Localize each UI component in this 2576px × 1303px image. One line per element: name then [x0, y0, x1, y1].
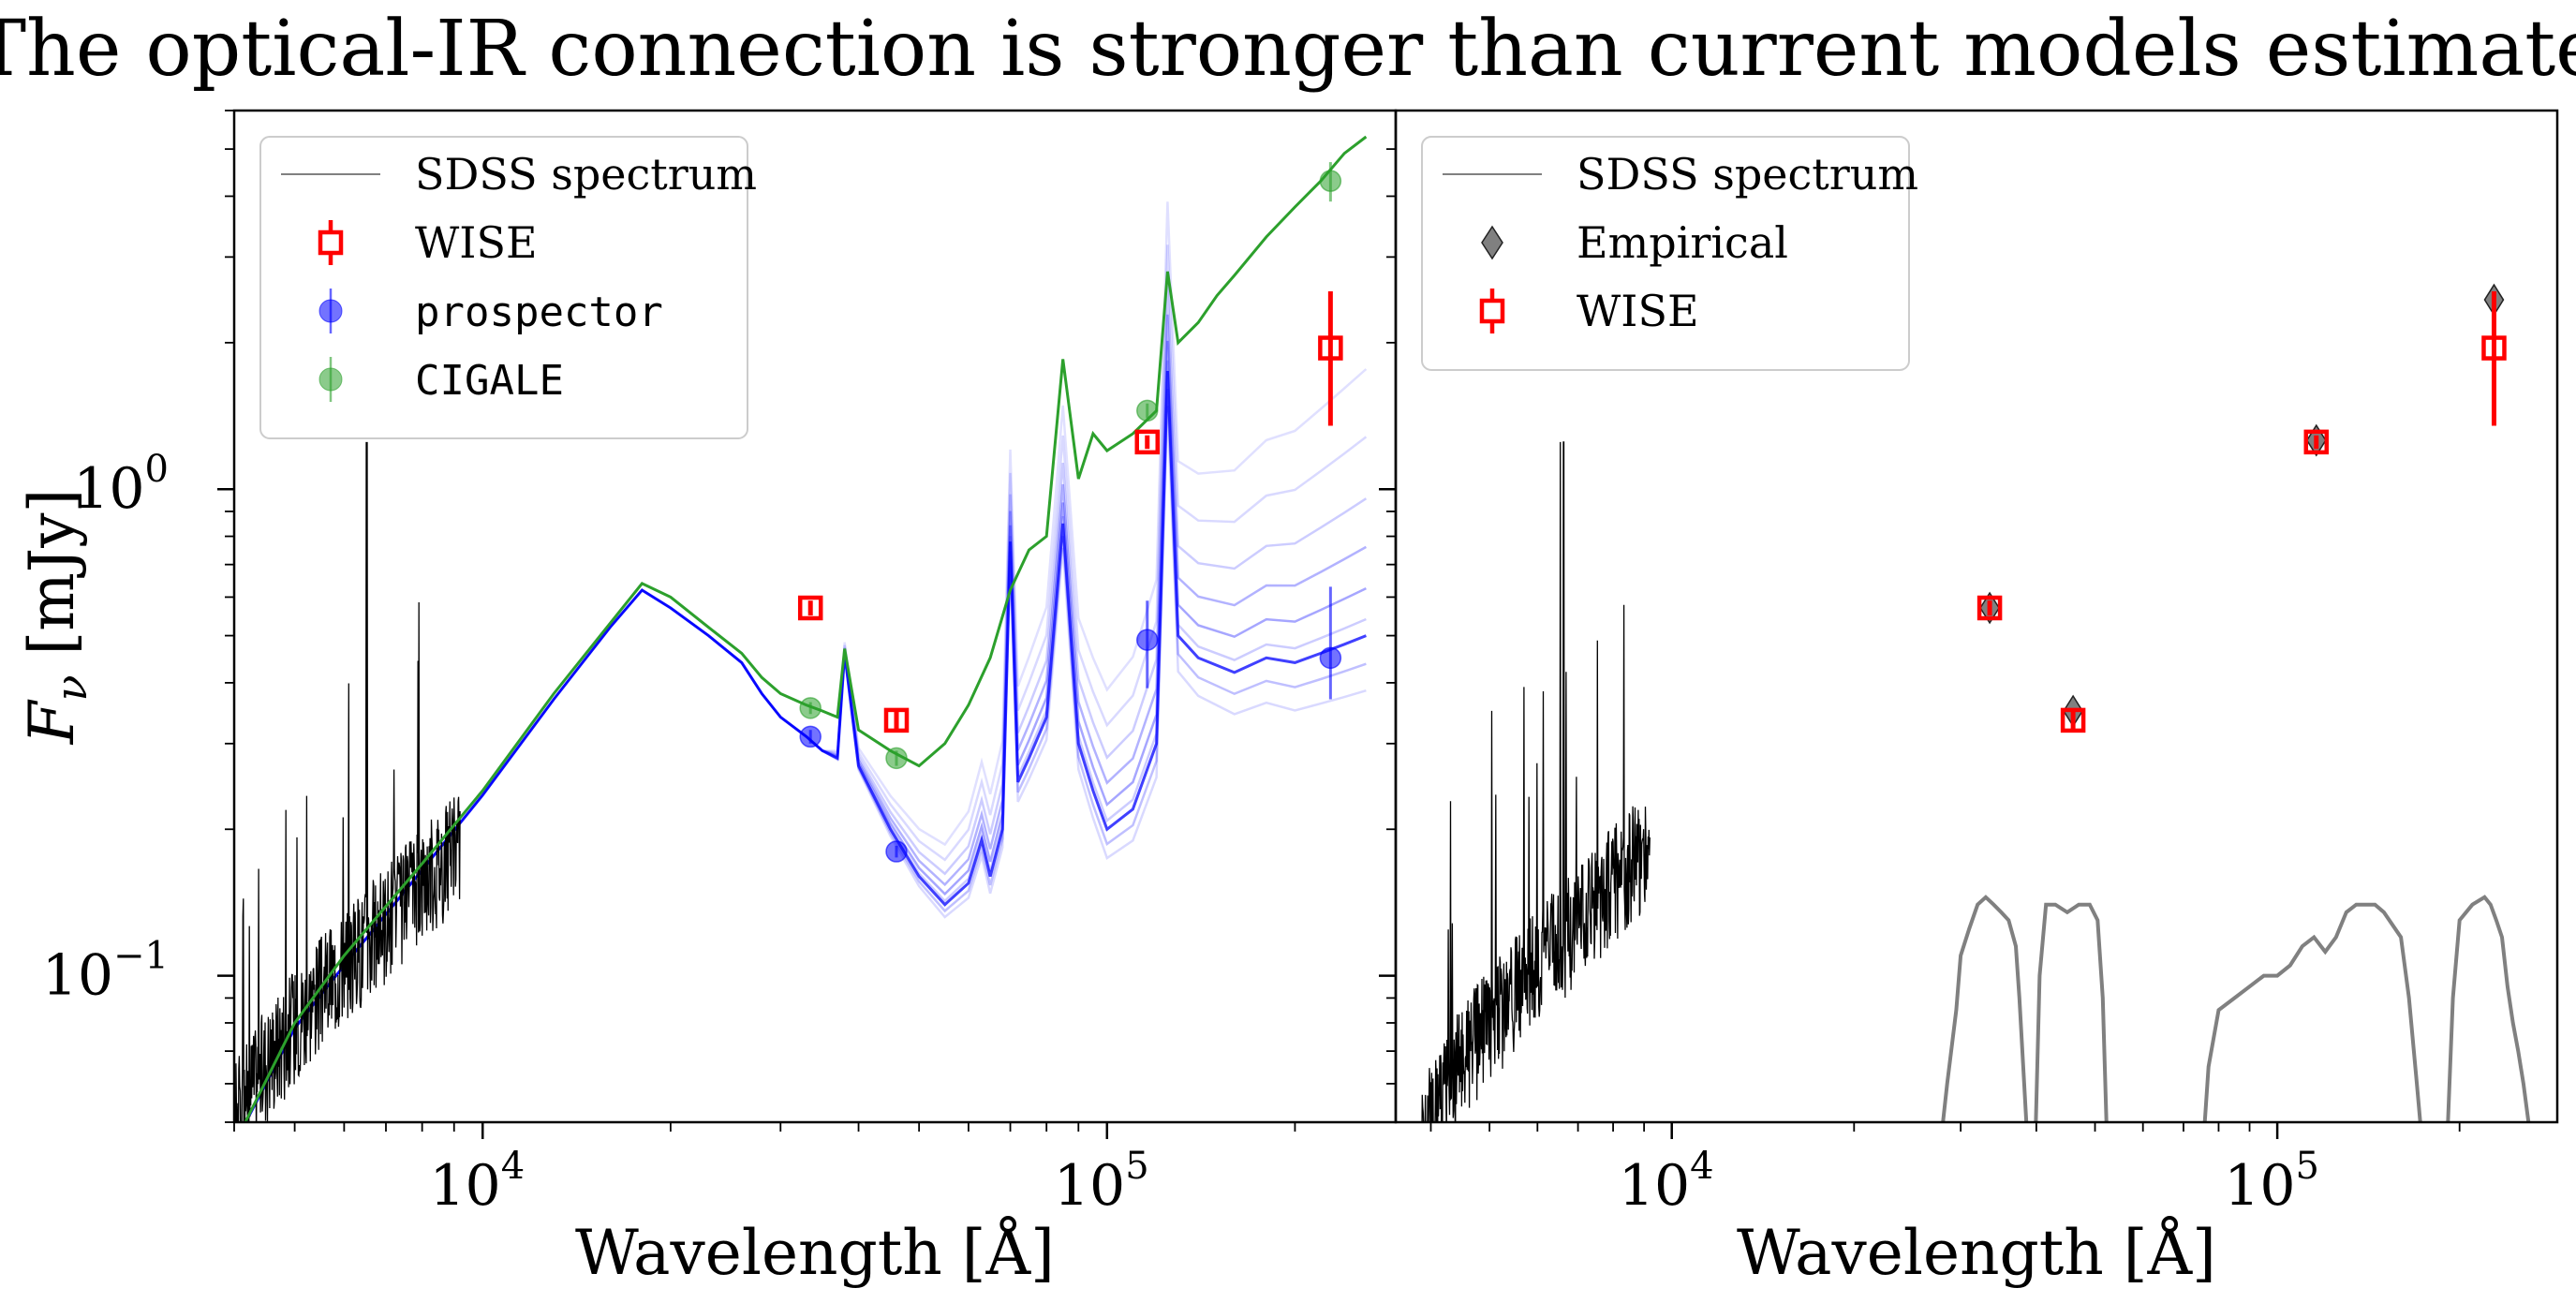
- sdss-spectrum-line: [234, 441, 461, 1122]
- w1-filter-line: [1941, 895, 2029, 1122]
- wise-point: [883, 707, 910, 733]
- prospector-model-line-1: [244, 340, 1367, 1122]
- plot-area: [234, 135, 1368, 1122]
- legend-label-sdss-spectrum: SDSS spectrum: [1577, 149, 1918, 200]
- prospector-model-line-5: [244, 244, 1368, 1122]
- legend-box: [1421, 136, 1910, 371]
- axes-frame: [1394, 109, 2559, 1124]
- legend-swatch-empirical: [1481, 225, 1503, 260]
- w2-filter-line: [2034, 902, 2109, 1122]
- x-tick-label: 104: [1619, 1145, 1714, 1219]
- wise-point: [1318, 335, 1343, 361]
- figure-title: The optical-IR connection is stronger th…: [0, 5, 2576, 94]
- legend: SDSS spectrum Empirical WISE: [1421, 136, 1918, 371]
- x-tick-label: 105: [2224, 1145, 2319, 1219]
- x-tick-label: 104: [429, 1145, 525, 1219]
- y-tick-label: 100: [73, 448, 169, 522]
- cigale-point: [885, 747, 908, 770]
- sdss-spectrum-line: [1421, 441, 1651, 1122]
- wise-point: [2481, 335, 2507, 361]
- prospector-model-line-7: [244, 406, 1367, 1122]
- wise-point: [1134, 429, 1161, 455]
- wise-point: [1976, 595, 2003, 621]
- cigale-point: [1136, 399, 1159, 422]
- legend-swatch-cigale: [318, 367, 343, 392]
- legend-swatch-prospector: [318, 299, 343, 323]
- cigale-point: [1319, 170, 1342, 192]
- prospector-point: [1136, 629, 1159, 651]
- prospector-point: [885, 840, 908, 863]
- w3-filter-line: [2202, 902, 2422, 1122]
- wise-point: [2303, 429, 2330, 455]
- legend: SDSS spectrum WISE prospector CIGALE: [259, 136, 757, 439]
- y-tick-label: 10−1: [42, 935, 169, 1009]
- w4-filter-line: [2446, 895, 2531, 1122]
- wise-point: [2060, 707, 2086, 733]
- legend-label-wise: WISE: [1577, 286, 1699, 336]
- x-axis-label: Wavelength [Å]: [575, 1217, 1055, 1289]
- prospector-point: [1319, 646, 1342, 670]
- cigale-line: [244, 135, 1368, 1122]
- prospector-model-line-8: [244, 360, 1367, 1122]
- wise-point: [797, 595, 823, 621]
- x-tick-label: 105: [1054, 1145, 1149, 1219]
- plot-area: [1421, 283, 2531, 1122]
- legend-swatch-wise: [1479, 298, 1505, 324]
- prospector-model-line-0: [244, 370, 1367, 1122]
- legend-label-sdss-spectrum: SDSS spectrum: [415, 149, 757, 200]
- prospector-model-line-2: [244, 314, 1368, 1122]
- x-axis-label: Wavelength [Å]: [1737, 1217, 2216, 1289]
- prospector-model-line-6: [244, 201, 1368, 1122]
- legend-swatch-wise: [318, 230, 344, 256]
- legend-label-prospector: prospector: [415, 289, 663, 336]
- cigale-point: [799, 697, 822, 719]
- left-panel: 104 105 10−1 100 Wavelength [Å] Fν [mJy] SDSS …: [16, 109, 1398, 1289]
- y-axis-label: Fν [mJy]: [16, 489, 96, 746]
- prospector-model-line-4: [244, 284, 1368, 1122]
- prospector-model-line-3: [244, 389, 1367, 1122]
- prospector-point: [799, 725, 822, 748]
- legend-label-empirical: Empirical: [1577, 217, 1788, 268]
- legend-box: [259, 136, 748, 439]
- legend-label-wise: WISE: [415, 217, 538, 268]
- legend-label-cigale: CIGALE: [415, 357, 564, 405]
